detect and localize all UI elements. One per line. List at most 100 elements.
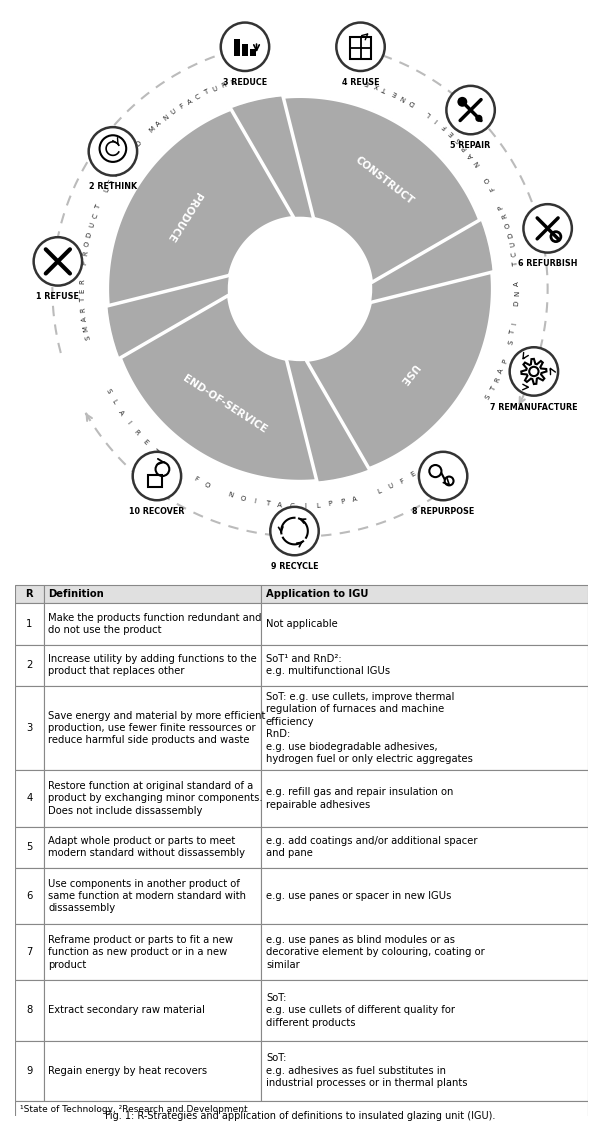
Bar [44,868,262,925]
Text: N: N [162,113,170,121]
Bar [44,771,262,827]
Text: O: O [239,495,246,503]
Text: 6: 6 [26,891,32,901]
Circle shape [337,22,385,71]
Bar [44,644,262,686]
Text: T: T [95,204,102,211]
Text: E: E [391,90,398,96]
Text: A: A [155,120,163,128]
Text: Increase utility by adding functions to the
product that replaces other: Increase utility by adding functions to … [48,654,257,677]
Text: R: R [82,250,89,256]
Text: 6 REFURBISH: 6 REFURBISH [518,259,577,268]
Circle shape [457,96,467,107]
Circle shape [221,22,269,71]
Circle shape [229,218,371,360]
Text: T: T [151,447,158,454]
Text: Application to IGU: Application to IGU [266,589,368,599]
Text: 4 REUSE: 4 REUSE [342,77,379,86]
Text: N: N [400,94,407,102]
Text: 1 REFUSE: 1 REFUSE [37,293,79,302]
Bar [15,604,44,644]
Text: M: M [148,126,156,135]
Text: L: L [316,503,320,508]
Text: END-OF-SERVICE: END-OF-SERVICE [181,374,269,435]
Circle shape [107,96,493,481]
Text: N: N [128,147,136,155]
Text: U: U [430,457,437,465]
Bar [44,925,262,981]
Text: E: E [112,171,119,177]
Text: T: T [80,298,86,303]
Text: R: R [494,377,501,384]
Circle shape [446,86,495,135]
Text: P: P [81,260,88,265]
Text: S: S [107,178,115,185]
Bar [15,981,44,1040]
Text: A: A [118,408,125,416]
Bar [262,771,588,827]
Text: CONSTRUCT: CONSTRUCT [353,155,416,206]
Text: T: T [383,85,389,93]
Bar [262,827,588,868]
Text: U: U [509,241,516,248]
Bar [15,827,44,868]
Text: T: T [490,386,497,393]
Text: 9 RECYCLE: 9 RECYCLE [271,562,318,571]
Text: e.g. add coatings and/or additional spacer
and pane: e.g. add coatings and/or additional spac… [266,836,478,858]
Text: T: T [203,89,209,96]
Circle shape [445,477,454,486]
Bar [262,1040,588,1101]
Bar [44,686,262,771]
Text: P: P [340,498,346,505]
Bar [262,585,588,604]
Text: Save energy and material by more efficient
production, use fewer finite ressourc: Save energy and material by more efficie… [48,710,266,745]
Text: D: D [514,301,520,306]
Circle shape [523,204,572,252]
Text: P: P [461,144,469,151]
Text: R: R [221,82,227,89]
Text: S: S [420,465,427,471]
Circle shape [34,237,82,286]
Text: R: R [26,589,33,599]
Text: e.g. refill gas and repair insulation on
repairable adhesives: e.g. refill gas and repair insulation on… [266,788,454,810]
Bar [233,39,240,56]
Text: 7: 7 [26,947,32,957]
Text: E: E [448,129,455,137]
Circle shape [475,114,482,122]
Text: E: E [364,79,370,85]
Bar [44,604,262,644]
Text: N: N [473,159,481,167]
Bar [15,1101,588,1118]
Text: P: P [497,203,505,210]
Text: U: U [212,85,218,93]
Text: T: T [513,261,519,266]
Text: I: I [126,420,131,425]
Text: N: N [227,491,234,498]
Text: SoT:
e.g. use cullets of different quality for
different products: SoT: e.g. use cullets of different quali… [266,993,455,1028]
Bar [262,868,588,925]
Bar [15,644,44,686]
Text: e.g. use panes or spacer in new IGUs: e.g. use panes or spacer in new IGUs [266,891,451,901]
Text: Regain energy by heat recovers: Regain energy by heat recovers [48,1066,208,1076]
Bar [262,604,588,644]
Bar [262,686,588,771]
Text: X: X [373,82,380,89]
Bar [15,771,44,827]
Text: A: A [160,454,168,462]
Text: USE: USE [397,361,419,386]
Text: A: A [514,282,520,286]
Text: O: O [484,176,492,184]
Text: SoT:
e.g. adhesives as fuel substitutes in
industrial processes or in thermal pl: SoT: e.g. adhesives as fuel substitutes … [266,1054,467,1088]
Text: L: L [425,110,432,118]
Text: Not applicable: Not applicable [266,619,338,629]
Text: F: F [193,476,199,484]
Bar [262,644,588,686]
Text: D: D [86,231,93,238]
Text: A: A [497,368,505,375]
Text: L: L [376,488,382,495]
Text: A: A [352,496,358,503]
Text: S: S [104,387,112,394]
Text: C: C [91,213,99,220]
Text: Restore function at original standard of a
product by exchanging minor component: Restore function at original standard of… [48,781,263,816]
Text: U: U [103,186,110,194]
